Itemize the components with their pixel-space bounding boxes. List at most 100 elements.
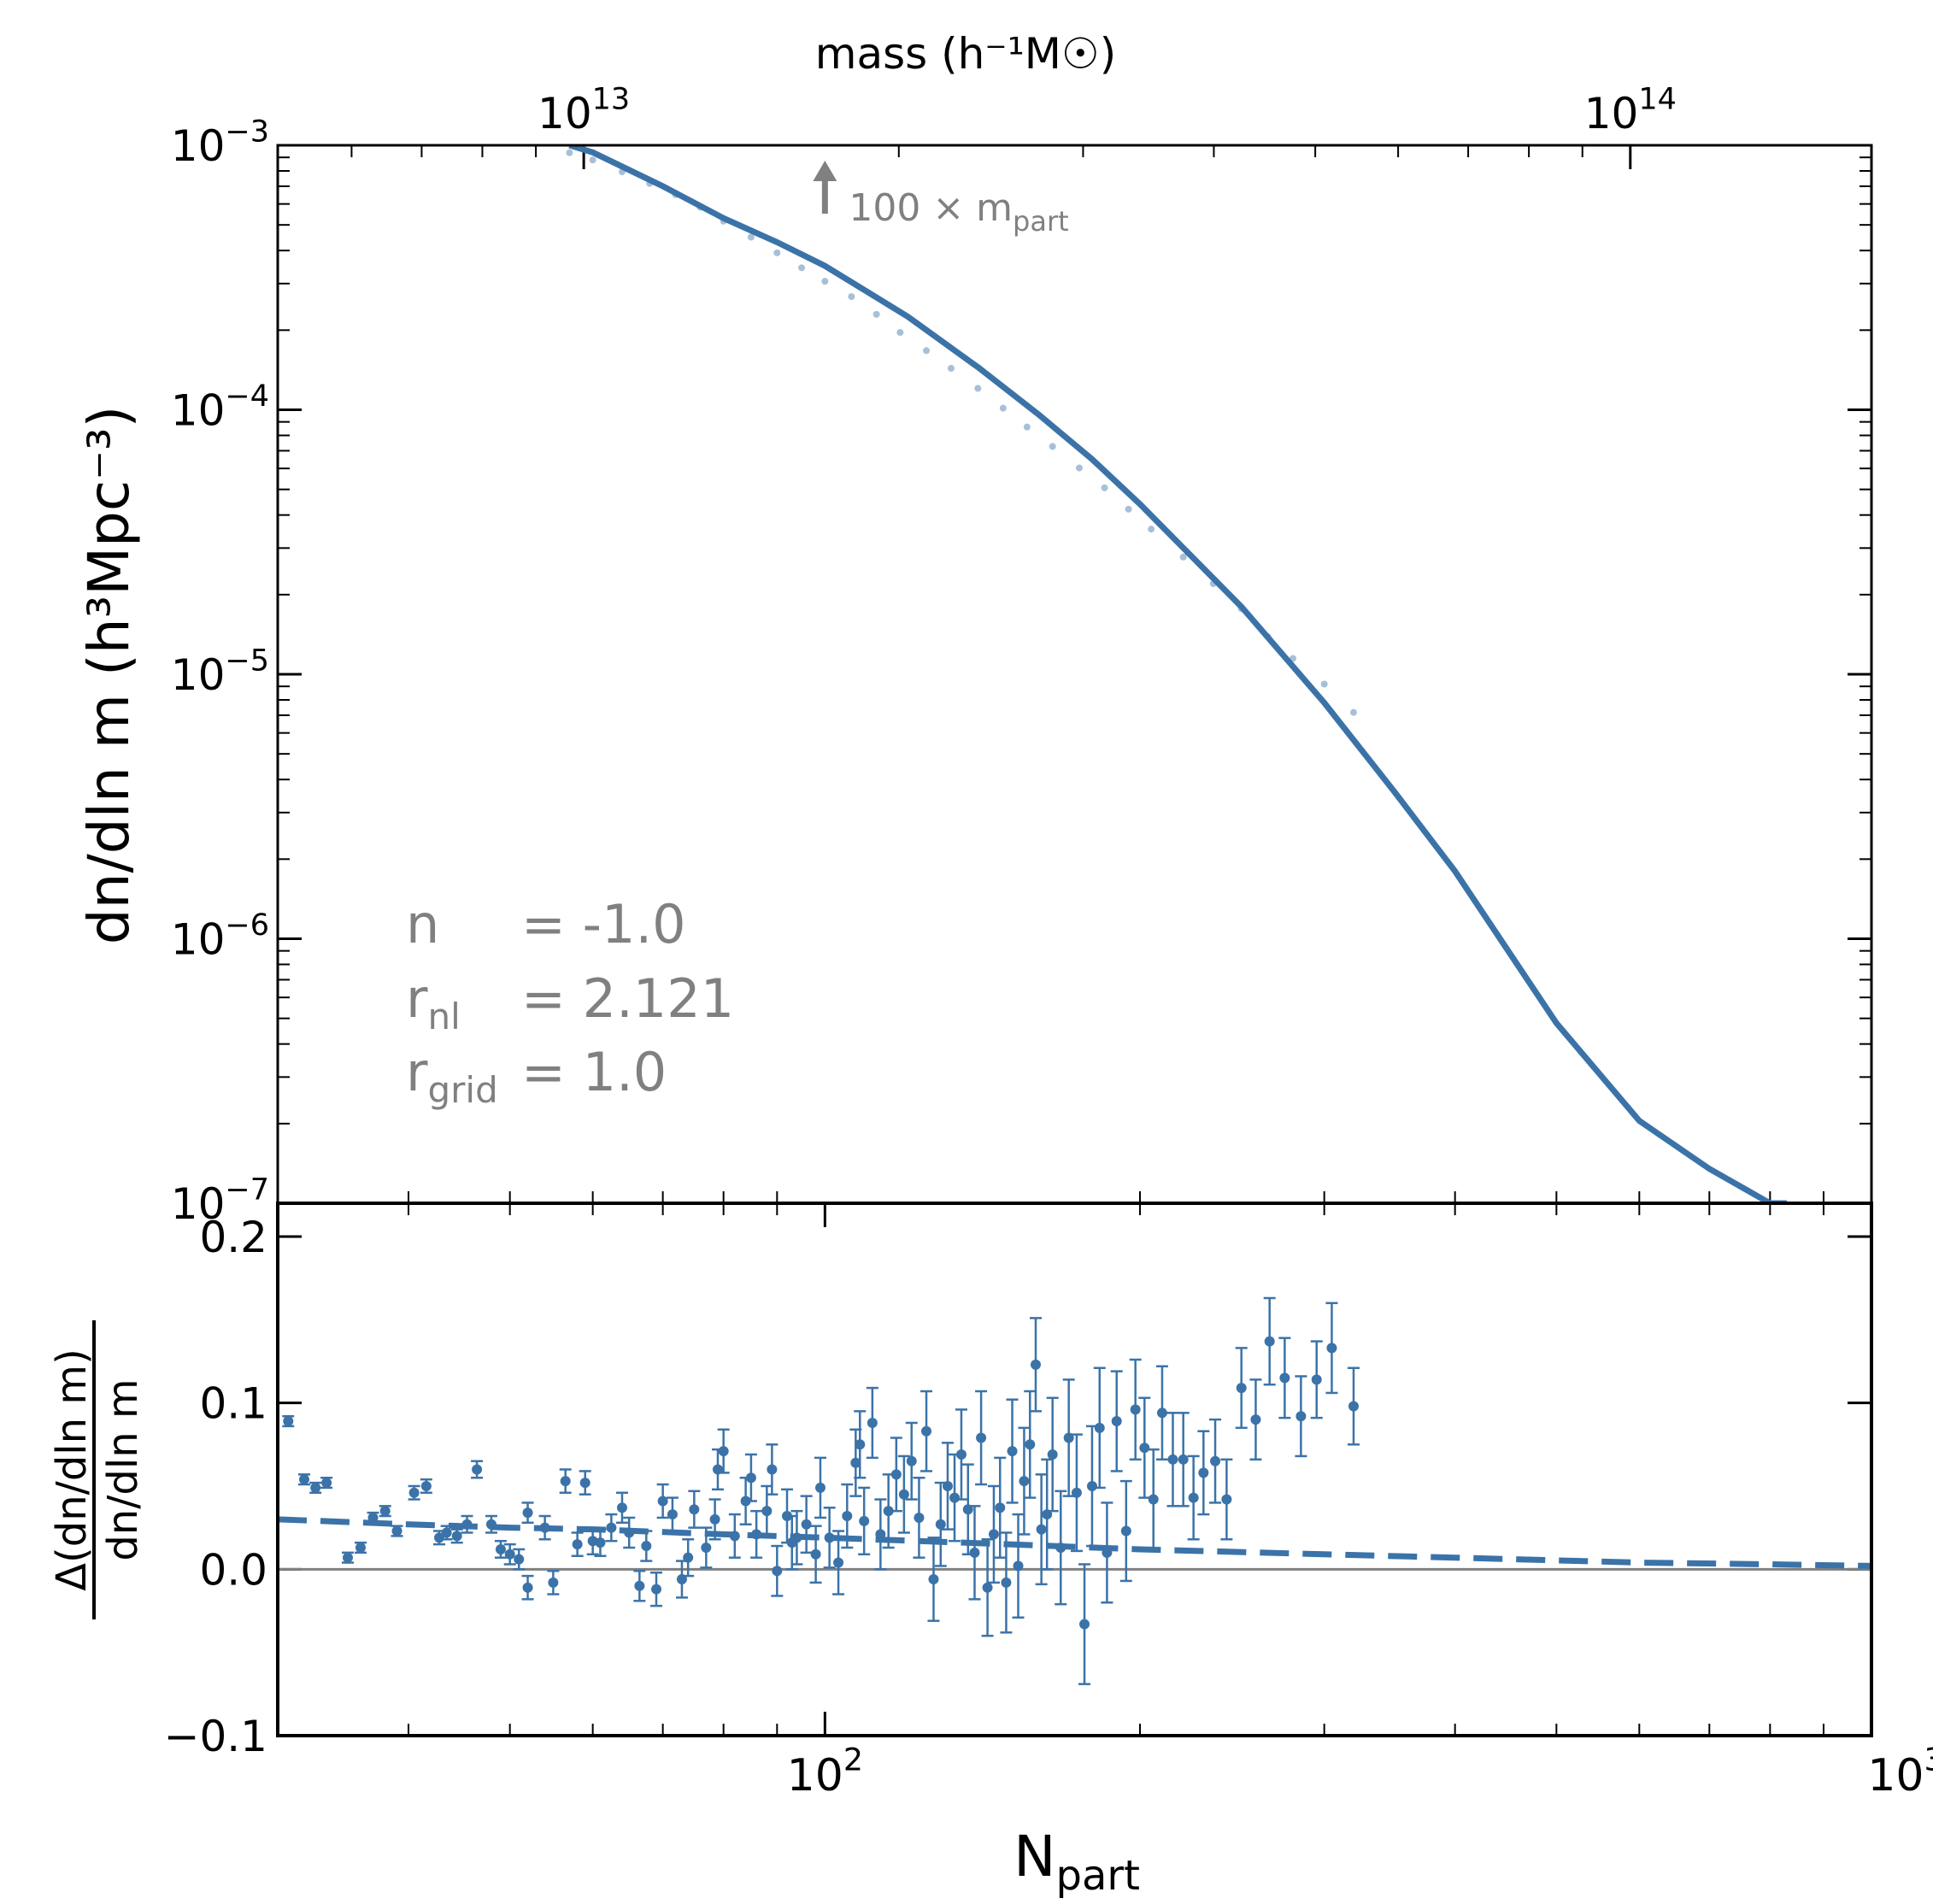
top-model-curve: [568, 145, 1787, 1203]
residual-point: [485, 1514, 497, 1534]
residual-marker: [1079, 1619, 1090, 1630]
residual-marker: [1198, 1467, 1209, 1478]
residual-marker: [572, 1539, 583, 1550]
residual-point: [367, 1511, 379, 1525]
residual-marker: [683, 1552, 694, 1563]
residual-point: [1278, 1337, 1291, 1419]
residual-marker: [761, 1506, 773, 1517]
residual-point: [633, 1570, 646, 1602]
x-title-main: N: [1014, 1824, 1055, 1889]
residual-marker: [1348, 1401, 1359, 1412]
bottom-plot-frame: [276, 1202, 1873, 1737]
top-data-point: [974, 385, 982, 392]
residual-point: [1093, 1366, 1106, 1490]
residual-marker: [1236, 1383, 1247, 1394]
residual-marker: [883, 1506, 894, 1517]
residual-point: [320, 1476, 333, 1490]
residual-marker: [1086, 1480, 1097, 1491]
residual-marker: [355, 1543, 366, 1554]
residual-marker: [850, 1457, 861, 1468]
residual-marker: [1210, 1455, 1221, 1466]
residual-marker: [1279, 1372, 1290, 1384]
residual-point: [1209, 1418, 1222, 1504]
residual-marker: [408, 1487, 420, 1498]
residual-point: [521, 1574, 534, 1601]
residual-marker: [689, 1504, 700, 1515]
param-rnl-name: rnl: [406, 967, 461, 1037]
bottom-x-tick-label: 103: [1867, 1742, 1933, 1801]
residual-marker: [298, 1474, 309, 1485]
residual-marker: [875, 1529, 886, 1540]
residual-marker: [833, 1557, 844, 1568]
residual-marker: [634, 1580, 645, 1591]
residual-marker: [1055, 1543, 1066, 1554]
residual-point: [1078, 1563, 1091, 1685]
residual-marker: [988, 1529, 999, 1540]
top-data-point: [896, 329, 904, 337]
residual-marker: [310, 1482, 321, 1493]
residual-marker: [539, 1522, 550, 1533]
residual-point: [941, 1442, 954, 1531]
residual-marker: [1025, 1439, 1036, 1450]
residual-point: [1220, 1458, 1233, 1541]
residual-marker: [791, 1532, 802, 1543]
residual-marker: [867, 1417, 878, 1428]
residual-marker: [1047, 1449, 1058, 1460]
residual-marker: [472, 1464, 483, 1475]
residual-point: [579, 1470, 591, 1496]
residual-point: [955, 1408, 967, 1501]
marker-label: 100 × mpart: [849, 186, 1068, 238]
top-y-tick-label: 10−6: [171, 908, 269, 965]
residual-marker: [461, 1519, 473, 1530]
residual-marker: [928, 1573, 939, 1584]
residual-marker: [906, 1455, 917, 1466]
residual-marker: [1102, 1547, 1113, 1558]
residual-marker: [842, 1511, 853, 1522]
residual-point: [771, 1544, 784, 1597]
top-data-point: [589, 156, 596, 164]
residual-marker: [942, 1480, 953, 1491]
residual-point: [688, 1490, 701, 1529]
top-data-point: [566, 149, 573, 156]
residual-point: [874, 1498, 887, 1571]
y-title-numerator: Δ(dn/dln m): [48, 1349, 96, 1591]
marker-label-main: 100 × m: [849, 186, 1013, 230]
residual-marker: [1188, 1492, 1199, 1503]
residual-point: [841, 1483, 854, 1549]
residual-marker: [485, 1519, 496, 1530]
residual-point: [913, 1476, 925, 1559]
residual-marker: [751, 1529, 762, 1540]
residual-point: [994, 1456, 1007, 1559]
residual-point: [571, 1531, 584, 1557]
residual-point: [1041, 1458, 1054, 1571]
svg-text:Npart: Npart: [1014, 1824, 1140, 1900]
residual-marker: [709, 1513, 720, 1525]
residual-marker: [283, 1416, 294, 1427]
residual-marker: [367, 1512, 379, 1523]
residual-point: [656, 1483, 669, 1519]
top-x-axis-title: mass (h⁻¹M☉): [815, 29, 1116, 79]
residual-marker: [451, 1531, 462, 1542]
marker-label-sub: part: [1013, 205, 1069, 238]
top-plot-frame: [276, 144, 1873, 1205]
top-data-point: [872, 310, 880, 318]
residual-point: [547, 1570, 560, 1595]
residual-point: [858, 1486, 871, 1556]
residual-point: [1197, 1430, 1210, 1516]
residual-point: [823, 1507, 836, 1569]
bottom-x-ticks: 102 103: [787, 1203, 1933, 1801]
mass-tick-label: 1013: [538, 83, 630, 139]
residual-point: [968, 1505, 981, 1601]
residual-marker: [1221, 1494, 1232, 1505]
residual-point: [814, 1456, 827, 1519]
residual-marker: [810, 1548, 821, 1560]
residual-marker: [1007, 1446, 1018, 1457]
top-data-point: [1179, 553, 1187, 561]
residual-point: [934, 1481, 947, 1567]
residual-point: [1070, 1433, 1083, 1553]
residual-point: [766, 1443, 778, 1496]
residual-point: [1325, 1302, 1338, 1395]
residual-point: [1018, 1426, 1031, 1536]
param-n-value: = -1.0: [521, 893, 686, 955]
bottom-minor-ticks: [408, 1203, 1824, 1736]
